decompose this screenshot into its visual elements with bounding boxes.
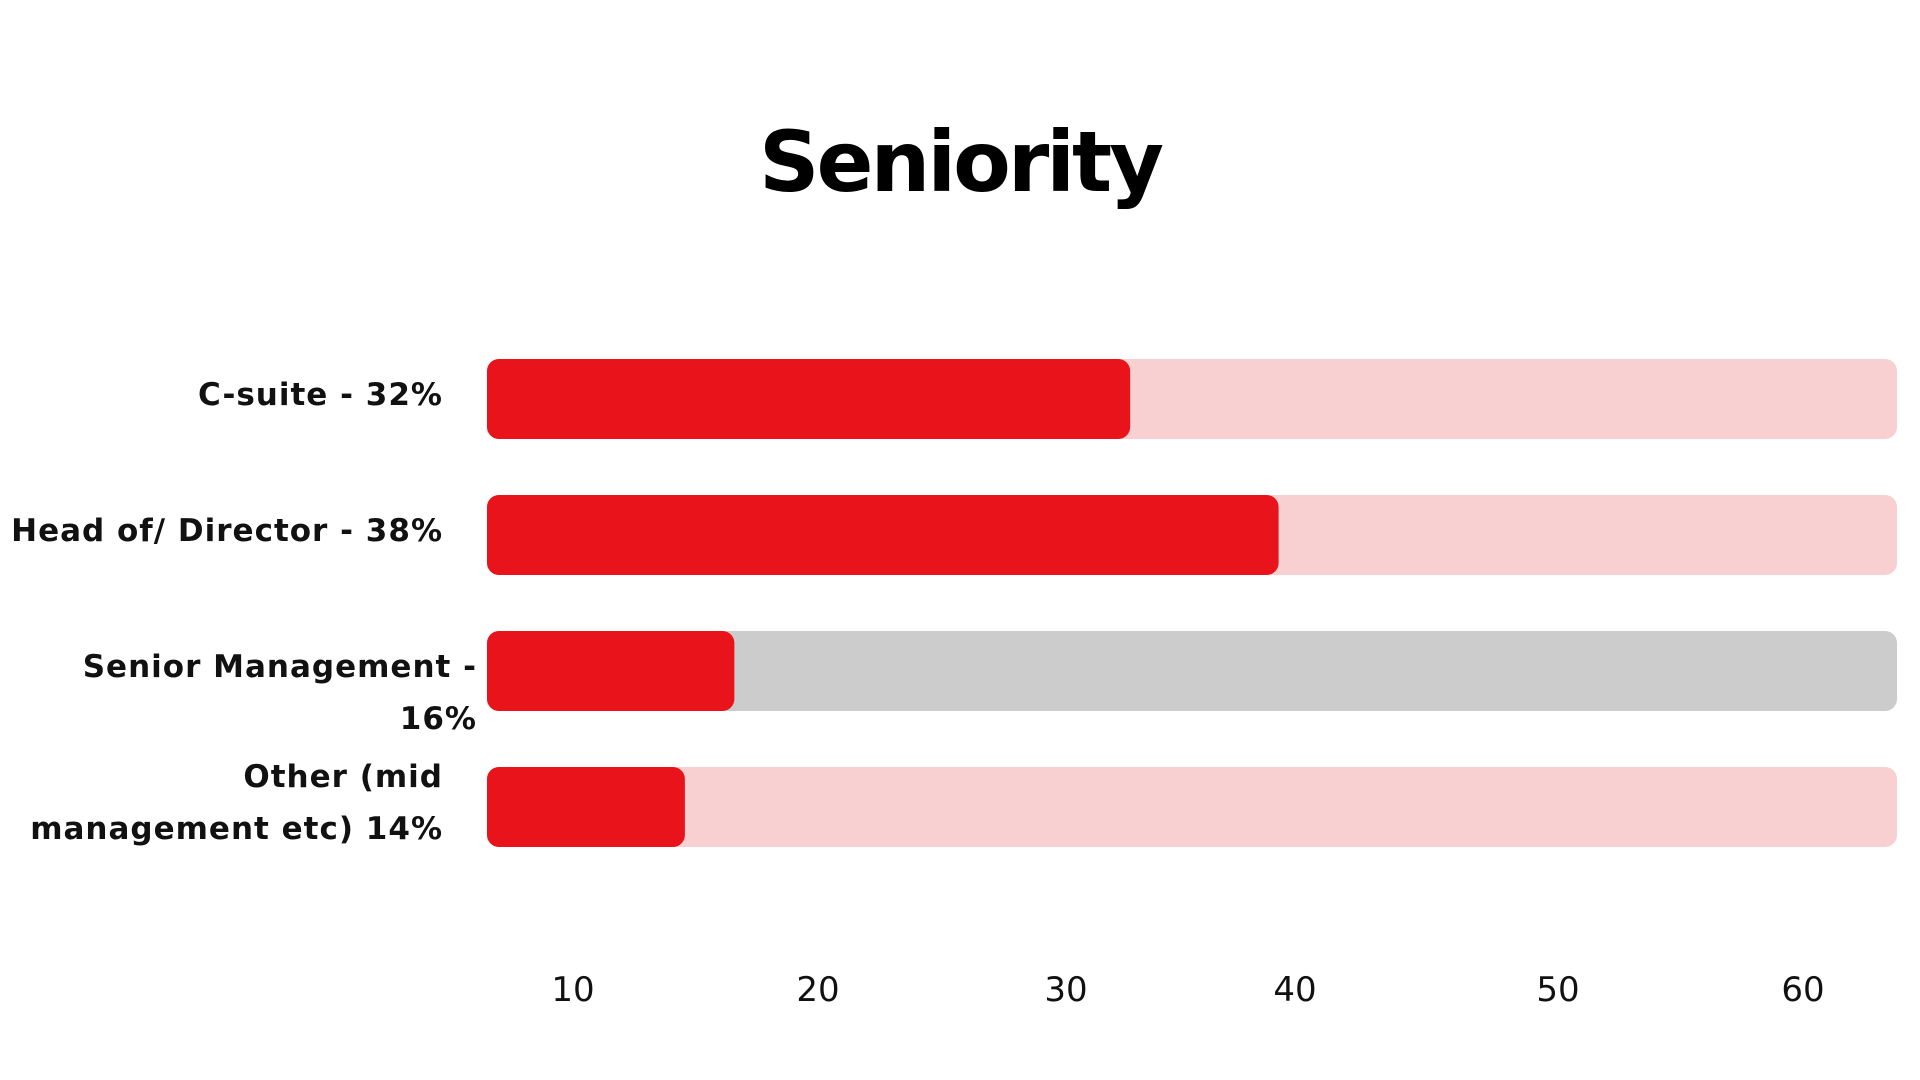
bar-3 <box>487 631 735 711</box>
bar-track-3 <box>487 631 1897 711</box>
category-label-4: Other (mid management etc) 14% <box>0 751 443 855</box>
x-tick-label: 30 <box>1044 970 1088 1010</box>
bar-4 <box>487 767 685 847</box>
category-label-line: Other (mid <box>243 759 443 795</box>
category-label-line: Senior Management - 16% <box>82 649 477 737</box>
category-label-line: C-suite - 32% <box>198 377 443 413</box>
category-label-line: Head of/ Director - 38% <box>11 513 443 549</box>
chart-title: Seniority <box>759 113 1164 211</box>
category-label-1: C-suite - 32% <box>0 369 443 421</box>
x-tick-label: 10 <box>551 970 595 1010</box>
bar-track-4 <box>487 767 1897 847</box>
x-tick-label: 20 <box>796 970 840 1010</box>
x-tick-label: 50 <box>1536 970 1580 1010</box>
bar-2 <box>487 495 1279 575</box>
category-label-line: management etc) 14% <box>30 811 443 847</box>
x-tick-label: 40 <box>1273 970 1317 1010</box>
bar-1 <box>487 359 1131 439</box>
category-label-3: Senior Management - 16% <box>0 641 477 745</box>
category-label-2: Head of/ Director - 38% <box>0 505 443 557</box>
x-tick-label: 60 <box>1781 970 1825 1010</box>
